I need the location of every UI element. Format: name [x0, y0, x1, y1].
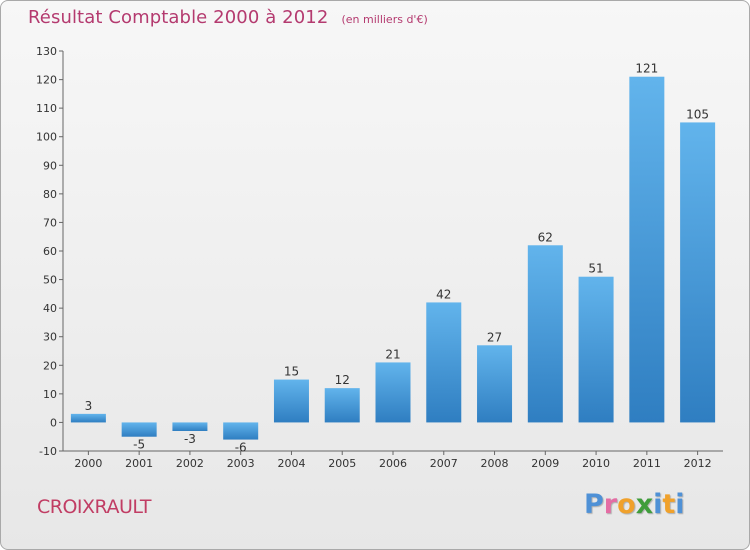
- bar-value-label: 12: [335, 373, 350, 387]
- y-tick-label: 30: [43, 331, 57, 344]
- x-tick-label: 2001: [125, 457, 153, 470]
- bar-2010: [578, 276, 614, 423]
- logo-letter: r: [603, 489, 618, 520]
- bar-2004: [273, 379, 309, 423]
- bar-2012: [680, 122, 716, 423]
- logo-letter: P: [584, 489, 604, 520]
- bar-2002: [172, 422, 208, 431]
- title-block: Résultat Comptable 2000 à 2012 (en milli…: [28, 7, 428, 28]
- y-tick-label: 130: [36, 45, 57, 58]
- y-tick-label: 80: [43, 188, 57, 201]
- x-tick-label: 2012: [684, 457, 712, 470]
- logo-letter: i: [675, 489, 685, 520]
- chart-title: Résultat Comptable 2000 à 2012: [28, 7, 329, 28]
- bar-value-label: 105: [686, 107, 709, 121]
- y-tick-label: 120: [36, 74, 57, 87]
- bar-2006: [375, 362, 411, 423]
- y-tick-label: 70: [43, 216, 57, 229]
- y-tick-label: 40: [43, 302, 57, 315]
- y-tick-label: 0: [50, 416, 57, 429]
- x-tick-label: 2002: [176, 457, 204, 470]
- bar-value-label: -3: [184, 432, 196, 446]
- y-tick-label: 20: [43, 359, 57, 372]
- bar-value-label: 62: [538, 230, 553, 244]
- commune-name: CROIXRAULT: [37, 496, 151, 518]
- bar-2011: [629, 76, 665, 423]
- bar-2007: [426, 302, 462, 423]
- bar-2008: [477, 345, 513, 423]
- bar-2001: [121, 422, 157, 437]
- bar-value-label: 121: [635, 62, 658, 76]
- y-tick-label: 50: [43, 274, 57, 287]
- logo-letter: t: [662, 489, 676, 520]
- x-tick-label: 2005: [328, 457, 356, 470]
- bar-2005: [324, 388, 360, 423]
- bar-value-label: 3: [85, 399, 93, 413]
- chart-subtitle: (en milliers d'€): [341, 13, 428, 26]
- bar-2000: [70, 413, 106, 423]
- proxiti-logo: Proxiti: [584, 489, 685, 520]
- logo-letter: i: [653, 489, 663, 520]
- bar-value-label: -6: [235, 441, 247, 455]
- y-tick-label: -10: [39, 445, 57, 458]
- bar-value-label: 21: [385, 347, 400, 361]
- bar-2003: [223, 422, 259, 440]
- bar-2009: [527, 245, 563, 423]
- x-tick-label: 2000: [74, 457, 102, 470]
- bar-value-label: 27: [487, 330, 502, 344]
- x-tick-label: 2010: [582, 457, 610, 470]
- x-tick-label: 2009: [531, 457, 559, 470]
- x-tick-label: 2007: [430, 457, 458, 470]
- bar-value-label: 51: [588, 262, 603, 276]
- bar-value-label: 15: [284, 365, 299, 379]
- x-tick-label: 2004: [277, 457, 305, 470]
- y-tick-label: 90: [43, 159, 57, 172]
- y-tick-label: 100: [36, 131, 57, 144]
- x-tick-label: 2008: [481, 457, 509, 470]
- logo-letter: o: [617, 489, 636, 520]
- y-tick-label: 110: [36, 102, 57, 115]
- x-tick-label: 2006: [379, 457, 407, 470]
- bar-value-label: -5: [133, 438, 145, 452]
- x-tick-label: 2011: [633, 457, 661, 470]
- y-tick-label: 10: [43, 388, 57, 401]
- x-tick-label: 2003: [227, 457, 255, 470]
- logo-letter: x: [635, 489, 654, 520]
- bar-value-label: 42: [436, 287, 451, 301]
- y-tick-label: 60: [43, 245, 57, 258]
